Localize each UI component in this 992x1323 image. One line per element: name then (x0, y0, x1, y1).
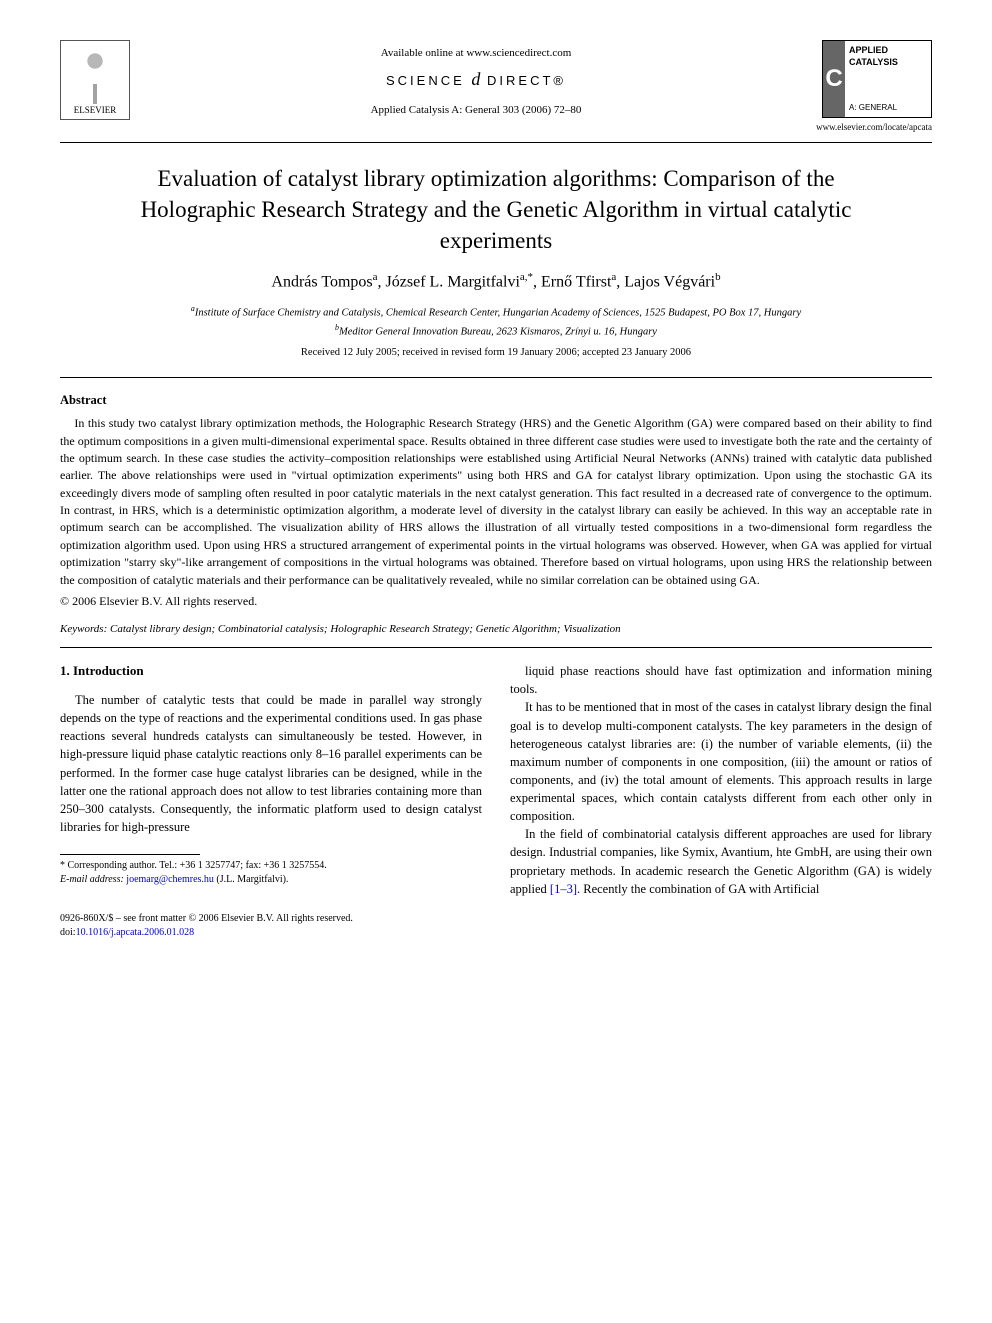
intro-p3: It has to be mentioned that in most of t… (510, 698, 932, 825)
journal-reference: Applied Catalysis A: General 303 (2006) … (130, 103, 822, 118)
title-rule (60, 377, 932, 378)
header-center: Available online at www.sciencedirect.co… (130, 40, 822, 118)
sciencedirect-logo: SCIENCE d DIRECT® (130, 67, 822, 92)
intro-p4: In the field of combinatorial catalysis … (510, 825, 932, 898)
author-3: Ernő Tfirst (541, 273, 611, 290)
page-footer: 0926-860X/$ – see front matter © 2006 El… (60, 912, 932, 940)
journal-cover-letter: C (823, 41, 845, 117)
email-label: E-mail address: (60, 874, 124, 885)
sd-d-glyph: d (471, 69, 480, 89)
corr-email-link[interactable]: joemarg@chemres.hu (126, 874, 214, 885)
journal-cover-line1: APPLIED (849, 45, 927, 57)
abstract-heading: Abstract (60, 392, 932, 410)
author-4: Lajos Végvári (624, 273, 715, 290)
doi-link[interactable]: 10.1016/j.apcata.2006.01.028 (76, 927, 195, 938)
affiliation-a: Institute of Surface Chemistry and Catal… (195, 308, 801, 319)
article-title: Evaluation of catalyst library optimizat… (100, 163, 892, 256)
corresponding-author-footnote: * Corresponding author. Tel.: +36 1 3257… (60, 859, 482, 887)
intro-p2: liquid phase reactions should have fast … (510, 662, 932, 698)
journal-cover-line2: CATALYSIS (849, 57, 927, 69)
available-online-text: Available online at www.sciencedirect.co… (130, 46, 822, 61)
author-2-aff: a,* (520, 271, 533, 283)
elsevier-tree-icon (70, 49, 120, 104)
ref-1-3-link[interactable]: [1–3] (550, 882, 577, 896)
keywords-label: Keywords: (60, 623, 107, 635)
author-4-aff: b (715, 271, 721, 283)
keywords-line: Keywords: Catalyst library design; Combi… (60, 622, 932, 637)
journal-url: www.elsevier.com/locate/apcata (816, 121, 932, 134)
elsevier-label: ELSEVIER (74, 104, 117, 117)
author-3-aff: a (611, 271, 616, 283)
article-dates: Received 12 July 2005; received in revis… (60, 346, 932, 361)
article-body: 1. Introduction The number of catalytic … (60, 662, 932, 898)
abstract-rule (60, 647, 932, 648)
intro-p4-post: . Recently the combination of GA with Ar… (577, 882, 819, 896)
journal-logo-block: C APPLIED CATALYSIS A: GENERAL www.elsev… (822, 40, 932, 134)
affiliations: aInstitute of Surface Chemistry and Cata… (60, 303, 932, 340)
footer-copyright: 0926-860X/$ – see front matter © 2006 El… (60, 912, 932, 926)
journal-cover-line3: A: GENERAL (849, 103, 897, 113)
intro-p1: The number of catalytic tests that could… (60, 691, 482, 836)
keywords-text: Catalyst library design; Combinatorial c… (110, 623, 621, 635)
abstract-text: In this study two catalyst library optim… (60, 415, 932, 589)
author-list: András Tomposa, József L. Margitfalvia,*… (60, 270, 932, 294)
sd-left: SCIENCE (386, 73, 465, 88)
doi-label: doi: (60, 927, 76, 938)
author-2: József L. Margitfalvi (386, 273, 520, 290)
affiliation-b: Meditor General Innovation Bureau, 2623 … (339, 326, 657, 337)
journal-cover-icon: C APPLIED CATALYSIS A: GENERAL (822, 40, 932, 118)
corr-email-who: (J.L. Margitfalvi). (216, 874, 288, 885)
elsevier-logo: ELSEVIER (60, 40, 130, 120)
abstract-body: In this study two catalyst library optim… (60, 415, 932, 589)
header-rule (60, 142, 932, 143)
page-header: ELSEVIER Available online at www.science… (60, 40, 932, 134)
sd-right: DIRECT® (487, 73, 566, 88)
author-1-aff: a (373, 271, 378, 283)
abstract-copyright: © 2006 Elsevier B.V. All rights reserved… (60, 593, 932, 610)
section-1-heading: 1. Introduction (60, 662, 482, 681)
footnote-separator (60, 854, 200, 855)
corr-author-line: * Corresponding author. Tel.: +36 1 3257… (60, 859, 482, 873)
author-1: András Tompos (271, 273, 372, 290)
